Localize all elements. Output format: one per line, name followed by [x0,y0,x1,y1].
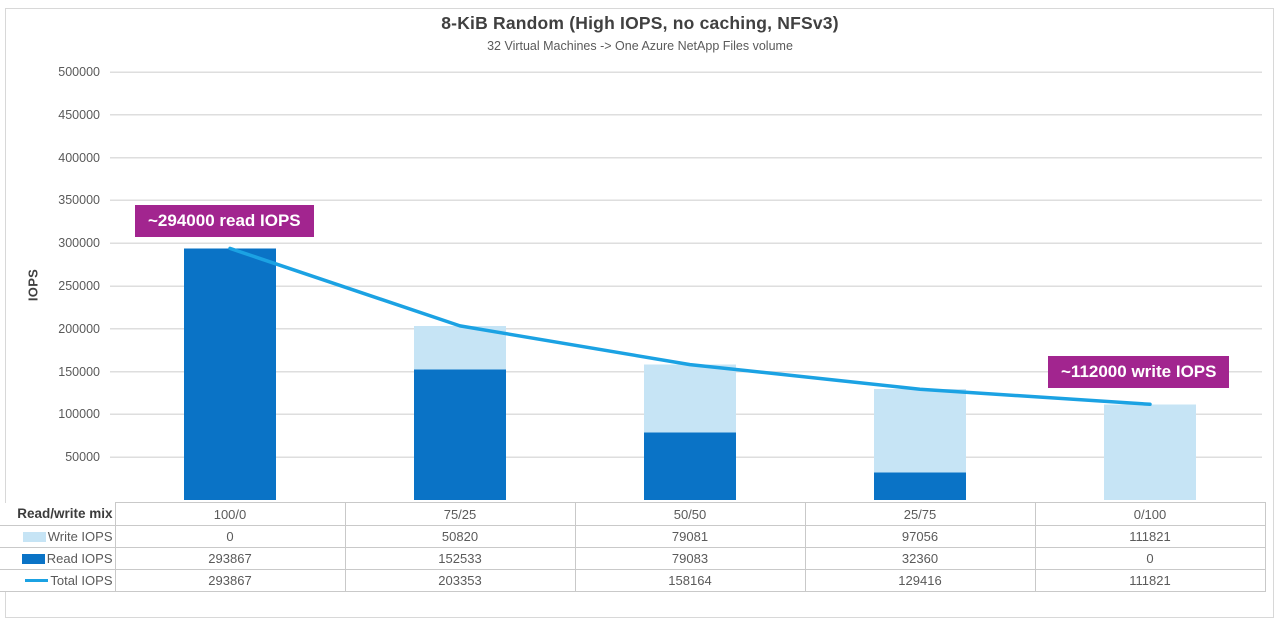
y-tick-label: 50000 [65,450,100,465]
write-iops-value-cell: 0 [114,525,346,548]
y-tick-label: 400000 [58,150,100,165]
read-iops-value-cell: 0 [1034,547,1266,570]
y-tick-label: 100000 [58,407,100,422]
mix-category-cell: 75/25 [344,502,576,526]
y-tick-label: 200000 [58,321,100,336]
table-row-header-write: Write IOPS [0,525,116,548]
total-iops-value-cell: 129416 [804,569,1036,592]
total-iops-value-cell: 158164 [574,569,806,592]
y-tick-label: 250000 [58,279,100,293]
write-iops-legend-label: Write IOPS [47,529,113,544]
chart-data-table: Read/write mix 100/0 75/25 50/50 25/75 0/100… [0,502,1266,592]
read-iops-annotation: ~294000 read IOPS [135,205,314,237]
read-iops-value-cell: 152533 [344,547,576,570]
read-iops-legend-label: Read IOPS [46,551,113,566]
y-tick-label: 450000 [58,107,100,122]
read-iops-value-cell: 293867 [114,547,346,570]
write-iops-annotation: ~112000 write IOPS [1048,356,1230,388]
total-iops-value-cell: 203353 [344,569,576,592]
mix-category-cell: 100/0 [114,502,346,526]
write-iops-value-cell: 50820 [344,525,576,548]
read-iops-value-cell: 79083 [574,547,806,570]
total-iops-legend-label: Total IOPS [50,573,113,588]
y-tick-label: 150000 [58,364,100,379]
chart-title: 8-KiB Random (High IOPS, no caching, NFS… [441,13,839,33]
table-row-read-iops: Read IOPS 293867 152533 79083 32360 0 [0,547,1266,570]
table-row-total-iops: Total IOPS 293867 203353 158164 129416 11182… [0,569,1266,592]
read-iops-value-cell: 32360 [804,547,1036,570]
y-tick-label: 350000 [58,193,100,208]
write-iops-value-cell: 79081 [574,525,806,548]
write-iops-value-cell: 111821 [1034,525,1266,548]
y-tick-label: 500000 [58,65,100,79]
chart-subtitle: 32 Virtual Machines -> One Azure NetApp … [487,39,793,53]
mix-category-cell: 0/100 [1034,502,1266,526]
mix-category-cell: 25/75 [804,502,1036,526]
total-iops-value-cell: 293867 [114,569,346,592]
table-row-header-total: Total IOPS [0,569,116,592]
write-iops-legend-swatch-icon [22,531,46,542]
table-row-write-iops: Write IOPS 0 50820 79081 97056 111821 [0,525,1266,548]
total-iops-legend-line-icon [25,579,49,583]
table-row-mix: Read/write mix 100/0 75/25 50/50 25/75 0/100 [0,502,1266,526]
y-tick-label: 300000 [58,236,100,251]
total-iops-value-cell: 111821 [1034,569,1266,592]
read-iops-legend-swatch-icon [21,553,45,564]
table-row-header-mix: Read/write mix [0,502,116,526]
mix-category-cell: 50/50 [574,502,806,526]
chart-outline [5,8,1274,618]
write-iops-value-cell: 97056 [804,525,1036,548]
table-row-header-read: Read IOPS [0,547,116,570]
